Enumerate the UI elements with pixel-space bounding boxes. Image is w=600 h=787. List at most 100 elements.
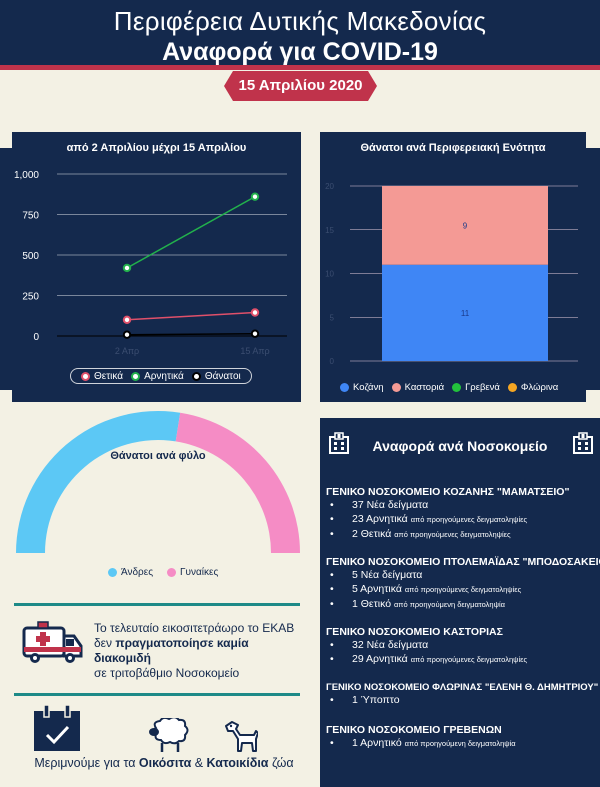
right-edge-band [586,148,600,390]
bar-segment [382,186,548,265]
y-tick-label: 10 [325,270,334,279]
hospital-block-kastoria: ΓΕΝΙΚΟ ΝΟΣΟΚΟΜΕΙΟ ΚΑΣΤΟΡΙΑΣ • 32 Νέα δείγ… [326,626,596,667]
page-subtitle: Αναφορά για COVID-19 [162,38,438,66]
ekab-line-2-bold: πραγματοποίησε καμία διακομιδή [94,636,249,665]
stat-sub: από προηγούμενες δειγματοληψίες [404,585,522,594]
hospital-stat: • 37 Νέα δείγματα [330,499,429,511]
page-title: Περιφέρεια Δυτικής Μακεδονίας [113,6,487,36]
divider-bottom [14,693,300,696]
legend-item-positive: Θετικά [81,371,123,382]
legend-marker-women [167,568,177,577]
sheep-icon [149,718,189,752]
hospital-block-florina: ΓΕΝΙΚΟ ΝΟΣΟΚΟΜΕΙΟ ΦΛΩΡΙΝΑΣ "ΕΛΕΝΗ Θ. ΔΗΜ… [326,682,599,707]
legend-marker-men [108,568,117,577]
series-line [126,332,256,336]
legend-marker-negative [131,371,141,381]
bar-segment [382,264,548,361]
bar-chart-panel: Θάνατοι ανά Περιφερειακή Ενότητα 0 5 10 15 2… [320,132,586,402]
hospital-name: ΓΕΝΙΚΟ ΝΟΣΟΚΟΜΕΙΟ ΚΟΖΑΝΗΣ "ΜΑΜΑΤΣΕΙΟ" [326,486,570,498]
stat-main: 32 Νέα δείγματα [352,639,429,651]
legend-label-deaths: Θάνατοι [204,370,241,382]
care-post: ζώα [268,756,294,770]
legend-marker-kozani [340,383,349,392]
y-tick-label: 1,000 [14,170,39,181]
legend-label-negative: Αρνητικά [144,370,184,382]
legend-item-men: Άνδρες [108,567,153,578]
hospital-stat: • 5 Αρνητικά από προηγούμενες δειγματοληψ… [330,583,522,595]
hospital-stat: • 32 Νέα δείγματα [330,639,429,651]
stat-sub: από προηγούμενες δειγματοληψίες [410,655,528,664]
data-point [250,308,260,317]
care-domestic: Οικόσιτα [138,756,192,770]
gender-legend: Άνδρες Γυναίκες [108,567,226,578]
gender-donut-chart [16,411,300,553]
legend-label-grevena: Γρεβενά [465,382,500,393]
ekab-note: Το τελευταίο εικοσιτετράωρο το ΕΚΑΒ δεν … [94,621,304,681]
legend-label-women: Γυναίκες [180,567,219,578]
x-tick-label: 2 Απρ [115,346,139,356]
ekab-line-2: δεν πραγματοποίησε καμία διακομιδή [94,636,304,666]
ekab-line-1: Το τελευταίο εικοσιτετράωρο το ΕΚΑΒ [94,621,295,635]
legend-label-positive: Θετικά [94,370,124,382]
y-tick-label: 5 [330,313,335,322]
legend-item-kastoria: Καστοριά [391,382,444,393]
data-point [122,330,132,339]
hospital-stat: • 1 Θετικό από προηγούμενη δειγματοληψία [330,598,505,610]
line-chart: 0 250 500 750 1,000 2 Απρ 15 Απρ [14,170,287,356]
calendar-check-icon [34,704,80,751]
data-point [250,329,260,338]
bar-chart-title: Θάνατοι ανά Περιφερειακή Ενότητα [360,142,546,154]
hospital-icon [573,432,593,454]
gender-chart-title: Θάνατοι ανά φύλο [110,450,206,462]
hospital-stat: • 29 Αρνητικά από προηγούμενες δειγματολη… [330,653,528,665]
series-line [126,311,256,321]
legend-marker-florina [507,383,517,392]
bar-chart-legend: Κοζάνη Καστοριά Γρεβενά Φλώρινα [340,382,558,393]
y-tick-label: 500 [22,251,39,262]
y-tick-label: 750 [22,211,39,222]
hospital-block-kozani: ΓΕΝΙΚΟ ΝΟΣΟΚΟΜΕΙΟ ΚΟΖΑΝΗΣ "ΜΑΜΑΤΣΕΙΟ" • 3… [326,486,596,542]
hospital-stat: • 1 Ύποπτο [330,694,400,706]
legend-marker-grevena [452,383,462,392]
stat-main: 1 Θετικό [352,598,392,610]
header: Περιφέρεια Δυτικής Μακεδονίας Αναφορά γι… [0,0,600,70]
ekab-line-2-pre: δεν [94,636,116,650]
hospital-report-panel: Αναφορά ανά Νοσοκομείο ΓΕΝΙΚΟ ΝΟΣΟΚΟΜΕΙΟ… [320,418,600,787]
stat-main: 5 Νέα δείγματα [352,569,423,581]
bar-data-label: 11 [461,309,470,318]
donut-slice [16,411,181,553]
x-tick-label: 15 Απρ [240,346,269,356]
bar-data-label: 9 [463,221,468,230]
hospital-name: ΓΕΝΙΚΟ ΝΟΣΟΚΟΜΕΙΟ ΦΛΩΡΙΝΑΣ "ΕΛΕΝΗ Θ. ΔΗΜ… [326,682,599,693]
left-edge-band [0,148,12,390]
line-chart-title: από 2 Απριλίου μέχρι 15 Απριλίου [66,142,247,154]
care-pre: Μεριμνούμε για τα [34,756,139,770]
bar-chart: 0 5 10 15 20 11 9 [325,182,578,366]
legend-item-deaths: Θάνατοι [191,370,241,382]
line-chart-panel: από 2 Απριλίου μέχρι 15 Απριλίου 0 250 500… [12,132,301,402]
hospital-name: ΓΕΝΙΚΟ ΝΟΣΟΚΟΜΕΙΟ ΠΤΟΛΕΜΑΪΔΑΣ "ΜΠΟΔΟΣΑΚΕ… [326,556,600,568]
stat-sub: από προηγούμενες δειγματοληψίες [394,530,511,539]
stat-sub: από προηγούμενη δειγματοληψία [404,739,516,748]
ekab-line-3: σε τριτοβάθμιο Νοσοκομείο [94,666,240,680]
ambulance-icon [22,621,83,663]
data-point [122,315,132,325]
stat-main: 37 Νέα δείγματα [352,499,429,511]
stat-sub: από προηγούμενη δειγματοληψία [393,600,505,609]
hospital-stat: • 5 Νέα δείγματα [330,569,423,581]
legend-marker-positive [81,371,90,381]
legend-item-women: Γυναίκες [167,567,218,578]
stat-main: 2 Θετικά [352,528,392,540]
hospital-block-ptolemaida: ΓΕΝΙΚΟ ΝΟΣΟΚΟΜΕΙΟ ΠΤΟΛΕΜΑΪΔΑΣ "ΜΠΟΔΟΣΑΚΕ… [326,556,600,612]
hospital-name: ΓΕΝΙΚΟ ΝΟΣΟΚΟΜΕΙΟ ΚΑΣΤΟΡΙΑΣ [326,626,503,638]
legend-item-grevena: Γρεβενά [452,382,500,393]
stat-main: 29 Αρνητικά [352,653,408,665]
y-tick-label: 20 [325,182,334,191]
hospital-name: ΓΕΝΙΚΟ ΝΟΣΟΚΟΜΕΙΟ ΓΡΕΒΕΝΩΝ [326,724,502,736]
hospital-stat: • 1 Αρνητικό από προηγούμενη δειγματοληψί… [330,737,516,749]
y-tick-label: 0 [33,332,39,343]
legend-marker-deaths [191,371,201,381]
care-pets: Κατοικίδια [206,756,269,770]
stat-sub: από προηγούμενες δειγματοληψίες [410,515,528,524]
y-tick-label: 0 [330,357,335,366]
